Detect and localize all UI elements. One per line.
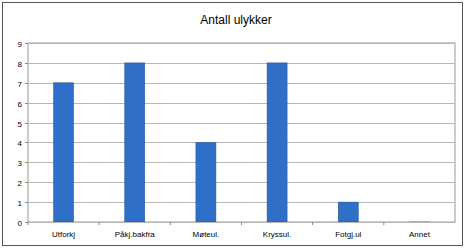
y-tick-label: 2	[18, 179, 23, 188]
tick-mark	[25, 83, 28, 84]
chart-frame	[3, 3, 463, 246]
grid-line	[28, 83, 455, 84]
x-tick	[383, 222, 384, 225]
y-tick-label: 5	[18, 120, 23, 129]
plot-area	[28, 43, 455, 222]
bar	[409, 222, 429, 223]
x-tick-label: Møteul.	[193, 230, 220, 239]
y-tick-label: 0	[18, 219, 23, 228]
tick-mark	[25, 43, 28, 44]
chart-title: Antall ulykker	[200, 13, 271, 27]
chart-container: Antall ulykker 0 1 2 3 4 5 6 7 8 9 Utforkj Påkj.bakf…	[0, 0, 465, 248]
y-tick-label: 1	[18, 199, 23, 208]
y-tick-label: 8	[18, 60, 23, 69]
x-tick	[312, 222, 313, 225]
tick-mark	[25, 182, 28, 183]
x-tick-label: Annet	[409, 230, 431, 239]
x-tick	[170, 222, 171, 225]
grid-line	[28, 202, 455, 203]
x-tick	[28, 222, 29, 225]
grid-line	[28, 103, 455, 104]
bar	[196, 142, 216, 222]
chart-svg: Antall ulykker 0 1 2 3 4 5 6 7 8 9 Utforkj Påkj.bakf…	[0, 0, 465, 248]
grid-line	[28, 63, 455, 64]
bar	[267, 63, 287, 222]
y-tick-label: 7	[18, 80, 23, 89]
tick-mark	[25, 142, 28, 143]
grid-line	[28, 123, 455, 124]
x-tick	[241, 222, 242, 225]
bar	[54, 83, 74, 222]
grid-line	[28, 43, 455, 44]
tick-mark	[25, 123, 28, 124]
grid-line	[28, 182, 455, 183]
x-tick-label: Utforkj	[52, 230, 75, 239]
tick-mark	[25, 63, 28, 64]
x-tick-label: Kryssul.	[263, 230, 291, 239]
bar	[125, 63, 145, 222]
y-tick-label: 6	[18, 100, 23, 109]
bars	[54, 63, 430, 222]
y-tick-label: 3	[18, 159, 23, 168]
tick-mark	[25, 103, 28, 104]
bar	[338, 202, 358, 222]
grid-line	[28, 142, 455, 143]
y-tick-label: 4	[18, 139, 23, 148]
tick-mark	[25, 162, 28, 163]
y-tick-label: 9	[18, 40, 23, 49]
x-tick-label: Påkj.bakfra	[115, 230, 156, 239]
x-tick-label: Fotgj.ul	[335, 230, 361, 239]
x-tick	[99, 222, 100, 225]
grid-line	[28, 162, 455, 163]
tick-mark	[25, 202, 28, 203]
